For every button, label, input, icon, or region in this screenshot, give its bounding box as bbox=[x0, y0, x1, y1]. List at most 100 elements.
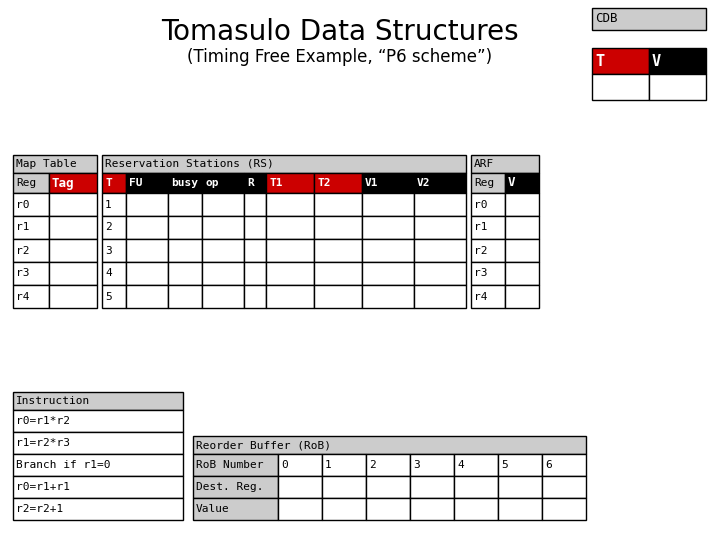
Text: CDB: CDB bbox=[595, 12, 618, 25]
Bar bbox=[505, 193, 539, 216]
Bar bbox=[366, 454, 410, 476]
Bar bbox=[505, 239, 539, 262]
Bar bbox=[322, 476, 366, 498]
Bar bbox=[266, 193, 314, 216]
Bar bbox=[126, 173, 168, 193]
Bar bbox=[13, 392, 183, 410]
Text: Reorder Buffer (RoB): Reorder Buffer (RoB) bbox=[196, 440, 331, 450]
Text: Reservation Stations (RS): Reservation Stations (RS) bbox=[105, 159, 274, 169]
Text: 1: 1 bbox=[105, 199, 112, 210]
Bar bbox=[13, 432, 183, 454]
Bar bbox=[366, 498, 410, 520]
Bar bbox=[49, 193, 97, 216]
Bar bbox=[202, 173, 244, 193]
Text: r4: r4 bbox=[16, 292, 30, 301]
Text: V1: V1 bbox=[365, 178, 379, 188]
Bar bbox=[505, 216, 539, 239]
Bar bbox=[13, 262, 49, 285]
Text: 0: 0 bbox=[281, 460, 288, 470]
Bar bbox=[126, 285, 168, 308]
Bar bbox=[314, 239, 362, 262]
Text: 3: 3 bbox=[105, 246, 112, 255]
Bar bbox=[410, 476, 454, 498]
Bar bbox=[542, 454, 586, 476]
Bar bbox=[244, 285, 266, 308]
Bar bbox=[266, 216, 314, 239]
Text: 4: 4 bbox=[457, 460, 464, 470]
Bar bbox=[266, 285, 314, 308]
Bar bbox=[202, 193, 244, 216]
Bar bbox=[314, 173, 362, 193]
Bar bbox=[498, 498, 542, 520]
Bar bbox=[362, 193, 414, 216]
Text: r4: r4 bbox=[474, 292, 487, 301]
Bar bbox=[278, 498, 322, 520]
Bar bbox=[102, 216, 126, 239]
Bar bbox=[49, 239, 97, 262]
Bar bbox=[244, 239, 266, 262]
Text: Branch if r1=0: Branch if r1=0 bbox=[16, 460, 110, 470]
Bar bbox=[13, 239, 49, 262]
Text: 5: 5 bbox=[501, 460, 508, 470]
Bar bbox=[322, 454, 366, 476]
Bar bbox=[314, 262, 362, 285]
Bar bbox=[13, 454, 183, 476]
Bar bbox=[471, 239, 505, 262]
Bar bbox=[366, 476, 410, 498]
Bar bbox=[202, 262, 244, 285]
Text: Reg: Reg bbox=[16, 178, 36, 188]
Bar bbox=[592, 74, 649, 100]
Text: r2: r2 bbox=[16, 246, 30, 255]
Bar bbox=[126, 193, 168, 216]
Bar bbox=[362, 239, 414, 262]
Text: r0=r1+r1: r0=r1+r1 bbox=[16, 482, 70, 492]
Text: 1: 1 bbox=[325, 460, 332, 470]
Text: Reg: Reg bbox=[474, 178, 494, 188]
Bar bbox=[362, 216, 414, 239]
Bar bbox=[414, 216, 466, 239]
Text: ARF: ARF bbox=[474, 159, 494, 169]
Bar bbox=[414, 262, 466, 285]
Bar bbox=[202, 239, 244, 262]
Bar bbox=[542, 498, 586, 520]
Bar bbox=[266, 262, 314, 285]
Bar bbox=[102, 262, 126, 285]
Text: Map Table: Map Table bbox=[16, 159, 77, 169]
Text: r3: r3 bbox=[474, 268, 487, 279]
Bar bbox=[542, 476, 586, 498]
Bar bbox=[13, 476, 183, 498]
Bar bbox=[49, 216, 97, 239]
Text: 6: 6 bbox=[545, 460, 552, 470]
Bar bbox=[168, 216, 202, 239]
Text: Dest. Reg.: Dest. Reg. bbox=[196, 482, 264, 492]
Bar bbox=[168, 285, 202, 308]
Bar bbox=[102, 285, 126, 308]
Bar bbox=[471, 193, 505, 216]
Bar bbox=[322, 498, 366, 520]
Bar bbox=[13, 285, 49, 308]
Bar bbox=[314, 193, 362, 216]
Text: r2=r2+1: r2=r2+1 bbox=[16, 504, 63, 514]
Bar bbox=[102, 173, 126, 193]
Bar bbox=[193, 498, 278, 520]
Text: r1: r1 bbox=[16, 222, 30, 233]
Text: r0: r0 bbox=[474, 199, 487, 210]
Bar bbox=[471, 173, 505, 193]
Bar bbox=[126, 216, 168, 239]
Bar bbox=[414, 239, 466, 262]
Bar bbox=[362, 173, 414, 193]
Text: busy: busy bbox=[171, 178, 198, 188]
Text: op: op bbox=[205, 178, 218, 188]
Text: Instruction: Instruction bbox=[16, 396, 90, 406]
Bar bbox=[13, 173, 49, 193]
Text: Tag: Tag bbox=[52, 177, 74, 190]
Text: r1=r2*r3: r1=r2*r3 bbox=[16, 438, 70, 448]
Bar bbox=[126, 262, 168, 285]
Bar bbox=[13, 216, 49, 239]
Text: r0: r0 bbox=[16, 199, 30, 210]
Bar bbox=[414, 173, 466, 193]
Text: (Timing Free Example, “P6 scheme”): (Timing Free Example, “P6 scheme”) bbox=[187, 48, 492, 66]
Bar bbox=[244, 173, 266, 193]
Bar bbox=[454, 476, 498, 498]
Bar bbox=[49, 173, 97, 193]
